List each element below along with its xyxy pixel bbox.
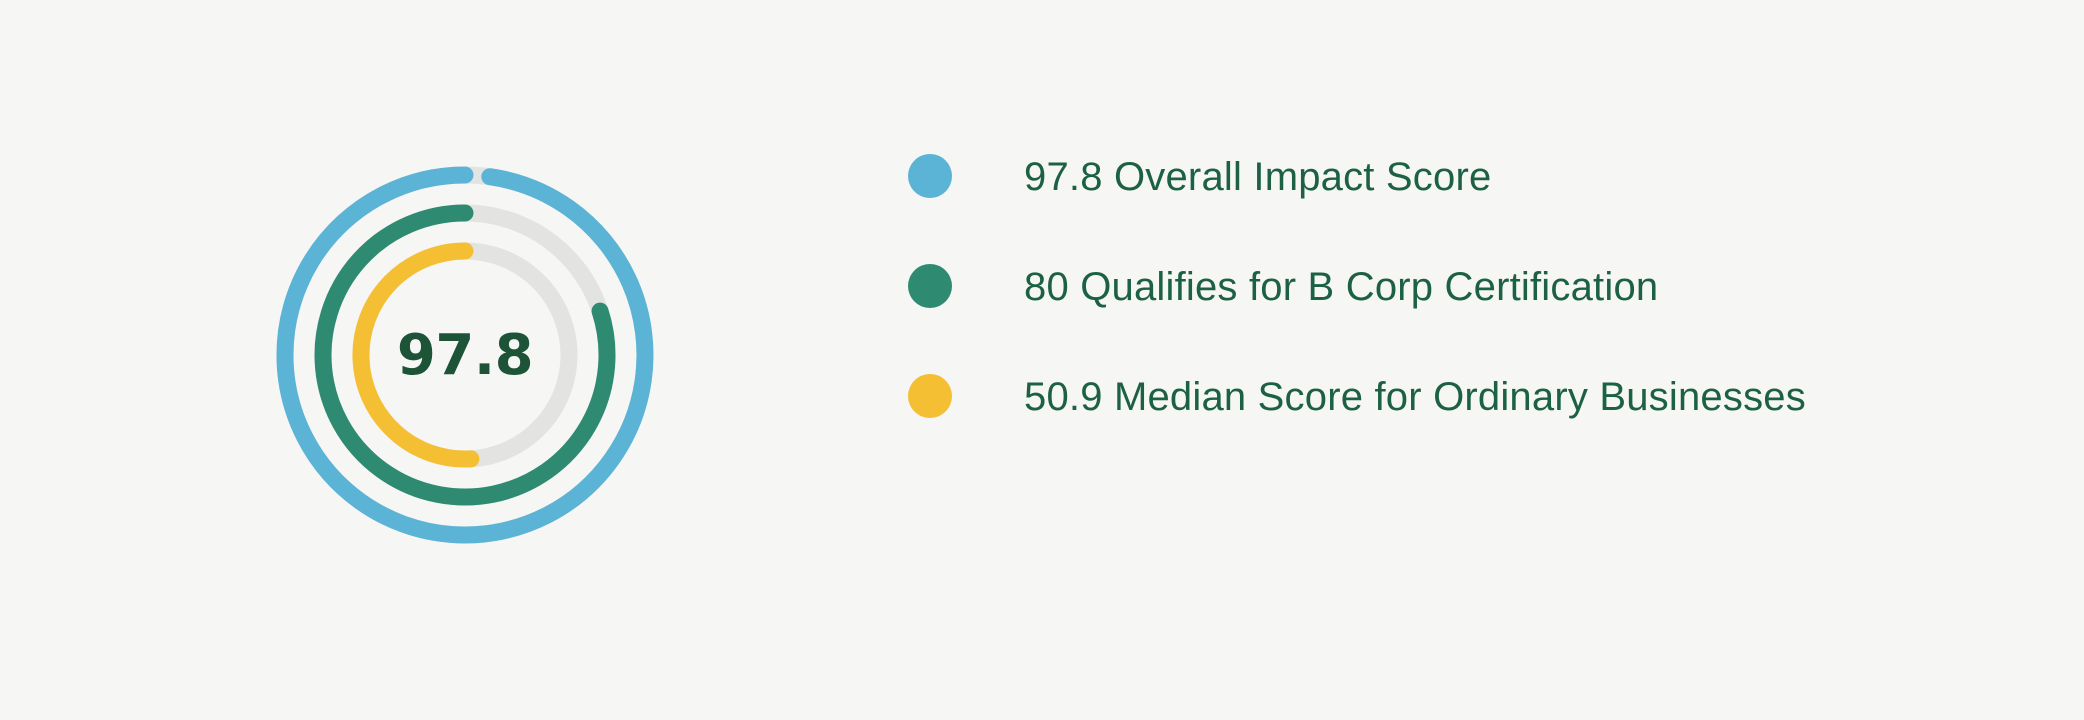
gauge-value-group — [276, 166, 654, 544]
legend-dot-overall-impact-score — [908, 154, 952, 198]
impact-score-gauge: 97.8 — [245, 135, 685, 575]
legend-label-overall-impact-score: 97.8 Overall Impact Score — [1024, 155, 1492, 199]
legend-item-b-corp-certification: 80 Qualifies for B Corp Certification — [908, 258, 1988, 316]
gauge-arc-median-ordinary-businesses — [352, 242, 480, 468]
legend-item-median-ordinary-businesses: 50.9 Median Score for Ordinary Businesse… — [908, 368, 1988, 426]
legend-dot-median-ordinary-businesses — [908, 374, 952, 418]
legend-item-overall-impact-score: 97.8 Overall Impact Score — [908, 148, 1988, 206]
gauge-arc-overall-impact-score — [276, 166, 654, 544]
gauge-svg — [276, 166, 654, 544]
legend-label-median-ordinary-businesses: 50.9 Median Score for Ordinary Businesse… — [1024, 375, 1806, 419]
legend: 97.8 Overall Impact Score 80 Qualifies f… — [908, 148, 1988, 426]
gauge-arc-b-corp-certification-threshold — [314, 204, 616, 506]
legend-dot-b-corp-certification — [908, 264, 952, 308]
legend-label-b-corp-certification: 80 Qualifies for B Corp Certification — [1024, 265, 1659, 309]
